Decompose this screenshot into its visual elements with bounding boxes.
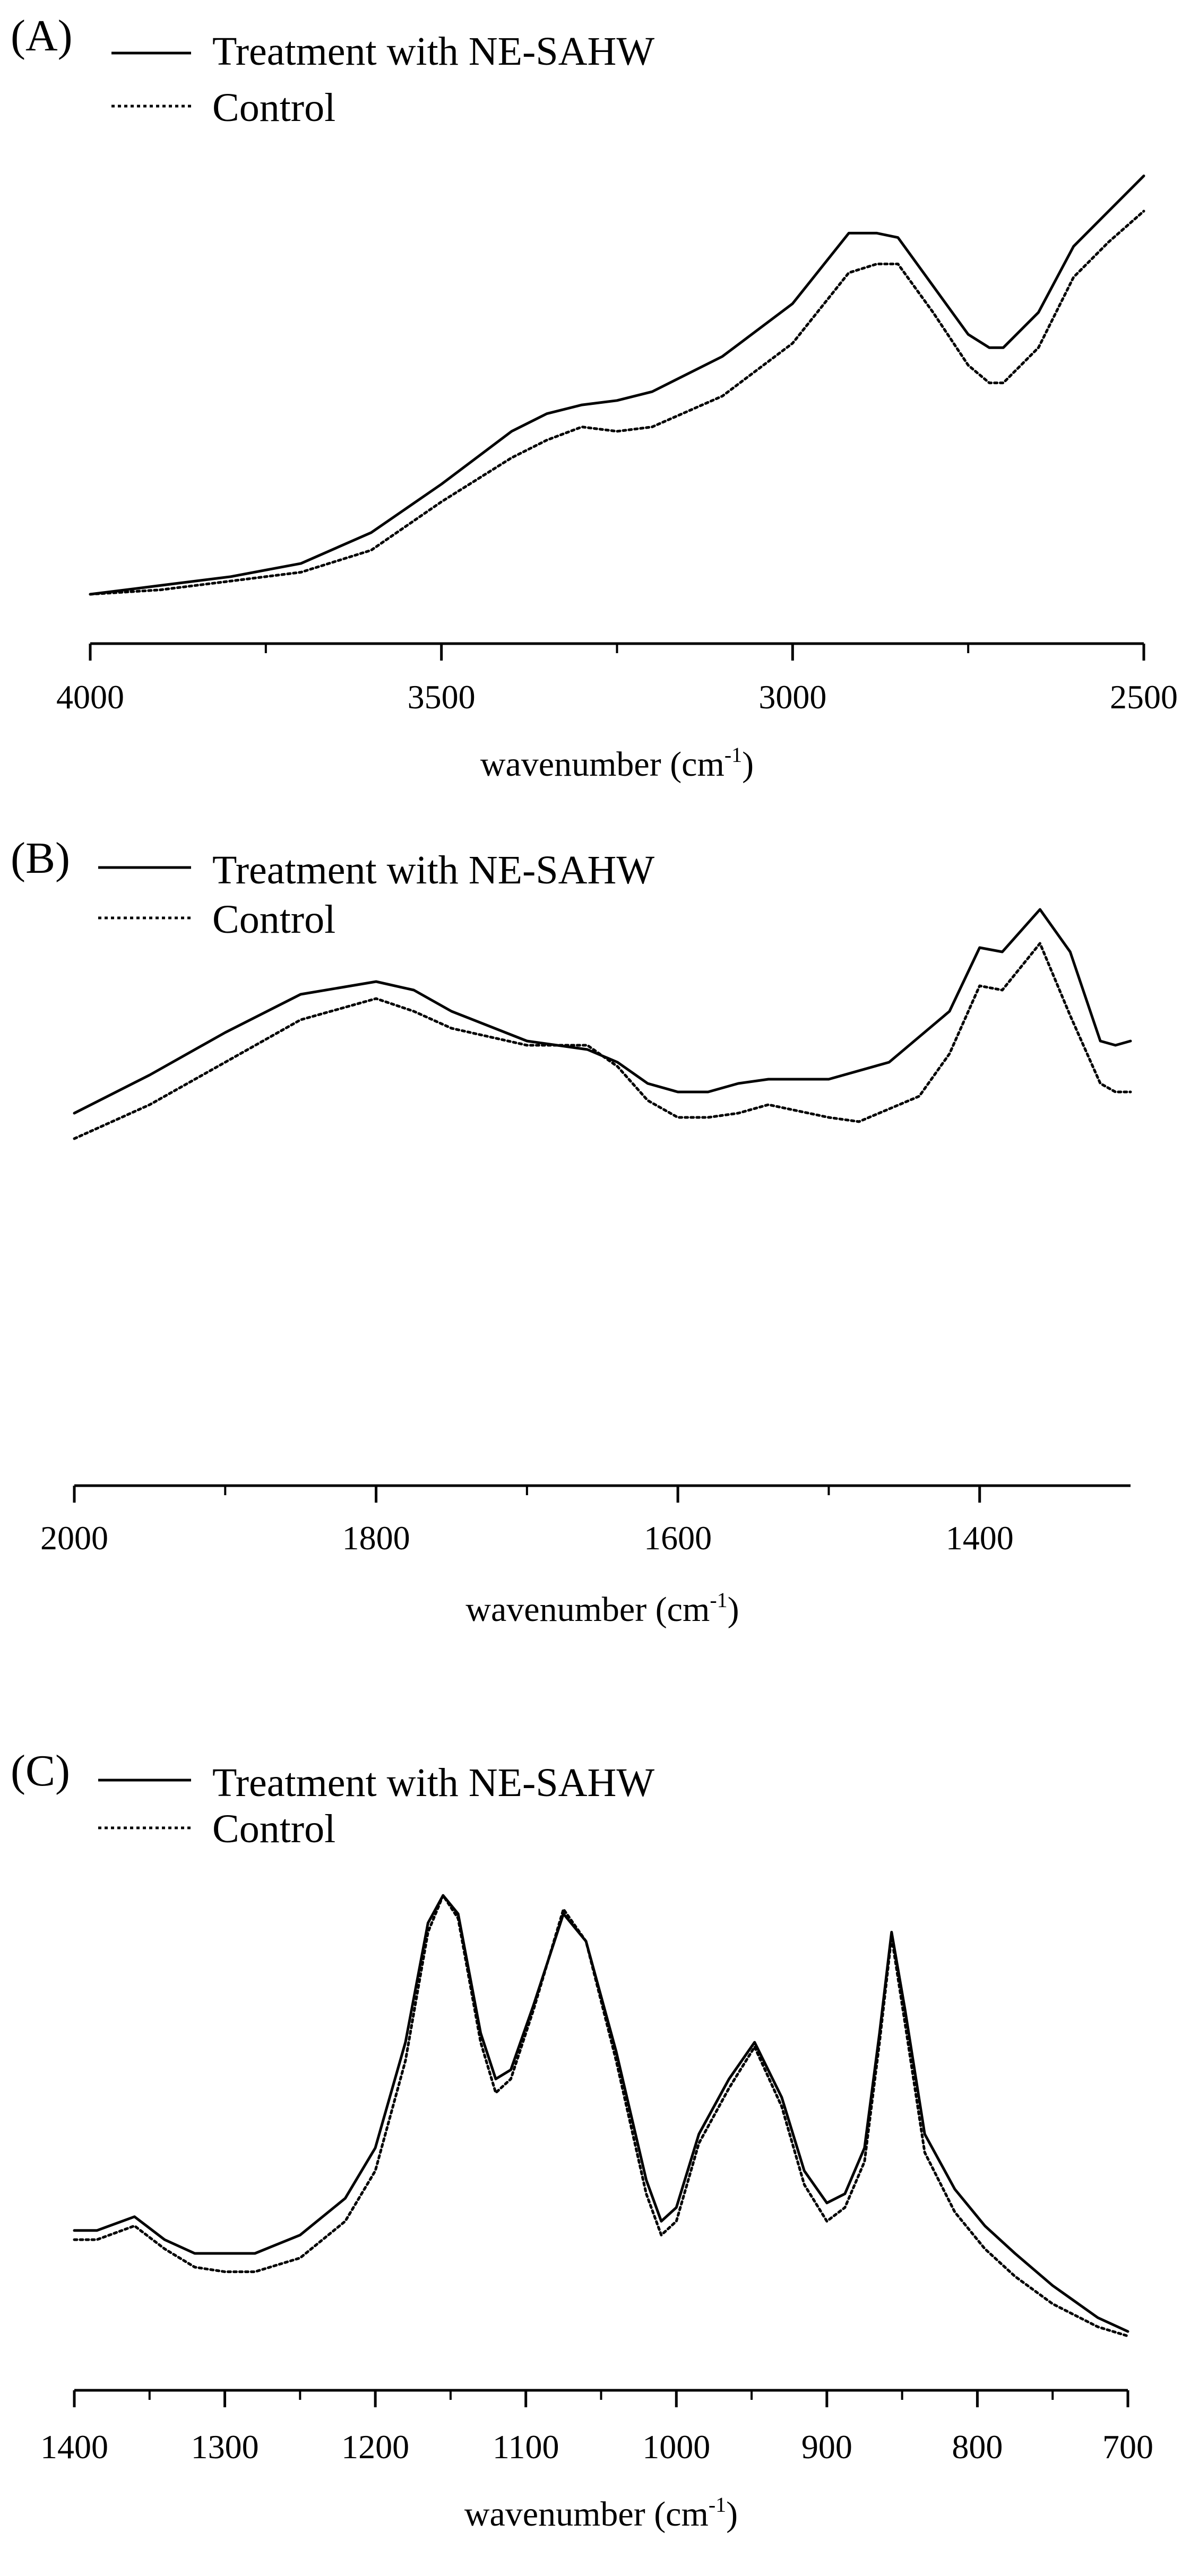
x-tick-label: 4000 (56, 678, 124, 716)
x-tick-label: 1300 (191, 2428, 259, 2466)
x-tick-label: 700 (1102, 2428, 1153, 2466)
series-line-control (73, 942, 1132, 1140)
x-tick-label: 1400 (946, 1519, 1014, 1557)
legend-label-control: Control (212, 1807, 335, 1851)
x-tick-label: 800 (952, 2428, 1003, 2466)
x-axis-title: wavenumber (cm-1) (480, 743, 754, 784)
x-tick-label: 1600 (644, 1519, 712, 1557)
x-tick-label: 1200 (341, 2428, 409, 2466)
panel-a: (A) Treatment with NE-SAHW Control 4000 3500… (11, 11, 1178, 784)
panel-letter: (C) (11, 1746, 70, 1796)
legend-label-treatment: Treatment with NE-SAHW (212, 1760, 654, 1805)
x-tick-label: 1100 (493, 2428, 559, 2466)
series-line-treatment (73, 908, 1132, 1115)
legend-label-treatment: Treatment with NE-SAHW (212, 848, 654, 892)
x-axis-title: wavenumber (cm-1) (464, 2493, 738, 2534)
legend-label-treatment: Treatment with NE-SAHW (212, 29, 654, 74)
series-line-treatment (89, 175, 1145, 596)
panel-letter: (A) (11, 11, 73, 60)
x-tick-label: 900 (801, 2428, 852, 2466)
x-tick-label: 3500 (408, 678, 476, 716)
x-tick-label: 3000 (758, 678, 826, 716)
legend-label-control: Control (212, 85, 335, 130)
panel-letter: (B) (11, 834, 70, 883)
panel-b: (B) Treatment with NE-SAHW Control 2000 1800… (11, 834, 1132, 1629)
legend-label-control: Control (212, 897, 335, 942)
series-line-control (89, 210, 1145, 596)
x-tick-label: 1400 (40, 2428, 108, 2466)
x-tick-label: 1800 (342, 1519, 410, 1557)
x-tick-label: 1000 (642, 2428, 710, 2466)
series-line-treatment (73, 1894, 1129, 2333)
series-line-control (73, 1894, 1129, 2338)
x-tick-label: 2500 (1110, 678, 1178, 716)
x-axis-title: wavenumber (cm-1) (465, 1588, 739, 1629)
x-tick-label: 2000 (40, 1519, 108, 1557)
